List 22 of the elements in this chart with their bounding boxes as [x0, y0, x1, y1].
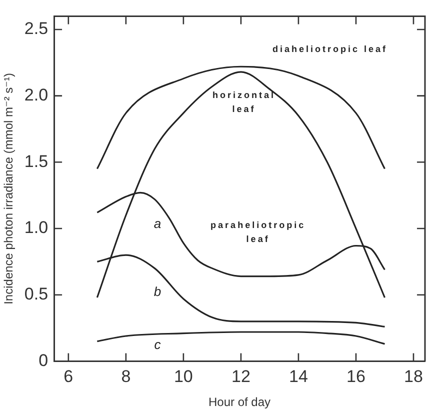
x-tick-label: 18: [404, 367, 423, 386]
x-tick-label: 8: [121, 367, 131, 386]
annotation: paraheliotropic leaf: [210, 220, 306, 244]
line-series: [96, 66, 386, 170]
x-tick-label: 6: [64, 367, 74, 386]
series-label: b: [154, 284, 162, 299]
y-axis-title: Incidence photon irradiance (mmol m⁻² s⁻¹): [2, 72, 16, 304]
series-label: diaheliotropic leaf: [272, 44, 388, 54]
x-tick-label: 16: [346, 367, 366, 386]
y-tick-label: 0.5: [24, 284, 48, 304]
x-tick-label: 10: [174, 367, 193, 386]
y-tick-label: 2.5: [24, 19, 48, 38]
y-tick-label: 0: [38, 350, 48, 370]
y-tick-label: 1.5: [24, 152, 48, 171]
y-tick-label: 2.0: [24, 86, 48, 105]
x-tick-label: 12: [231, 367, 250, 386]
x-tick-label: 14: [289, 367, 308, 386]
series-label: horizontal leaf: [212, 90, 276, 114]
y-tick-label: 1.0: [24, 218, 48, 238]
x-axis-title: Hour of day: [208, 395, 271, 410]
series-label: c: [154, 336, 162, 352]
series-label: a: [154, 216, 162, 232]
